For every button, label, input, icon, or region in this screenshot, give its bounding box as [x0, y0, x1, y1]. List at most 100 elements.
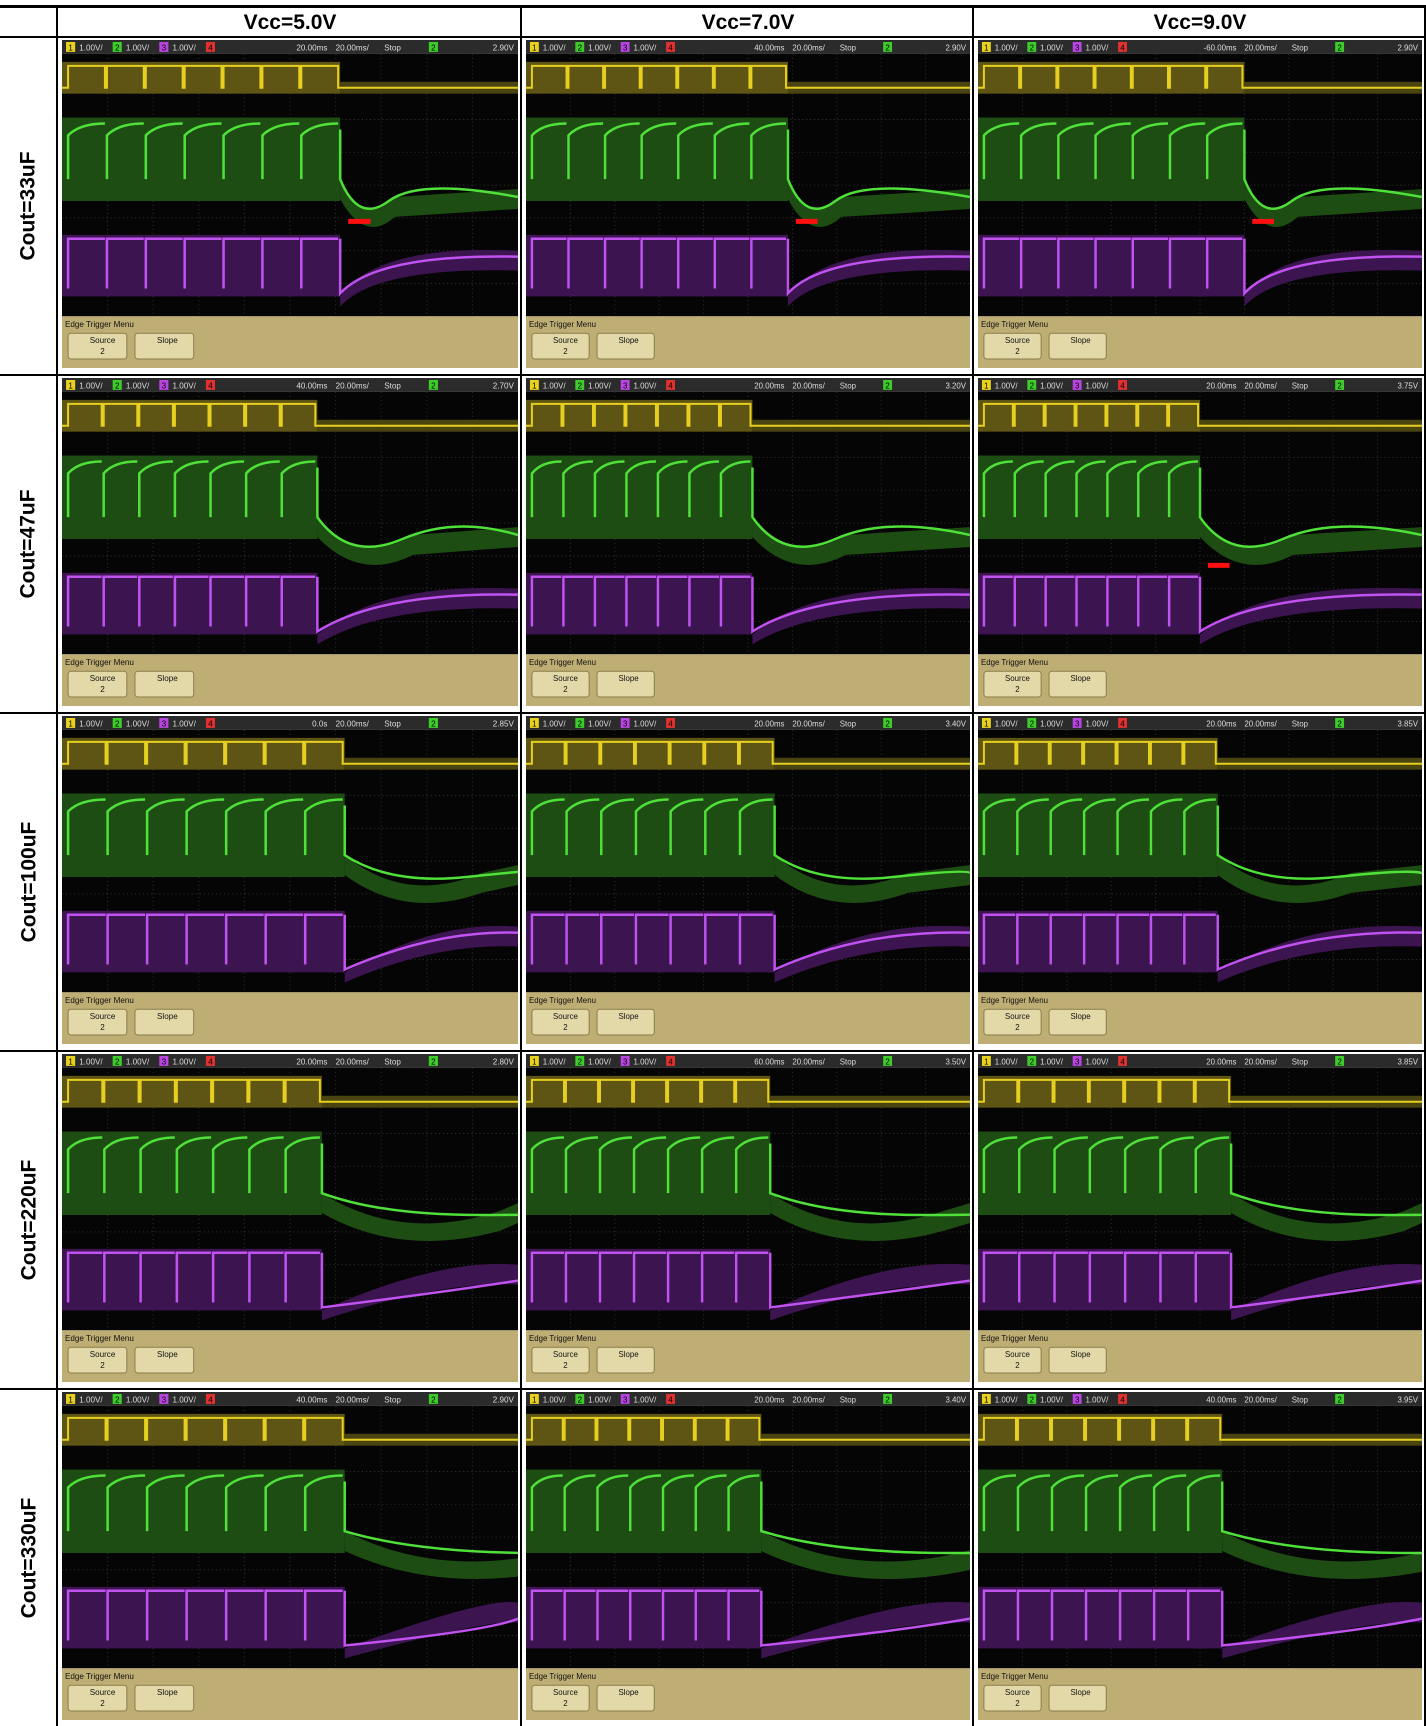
trigger-channel: 2: [1337, 43, 1341, 52]
row-header-text: Cout=220uF: [17, 1160, 41, 1281]
channel-scale: 1.00V/: [1040, 43, 1064, 52]
column-header: Vcc=7.0V: [522, 8, 974, 38]
channel-number: 2: [578, 43, 582, 52]
channel-number: 4: [668, 1395, 673, 1404]
channel-number: 3: [1075, 43, 1080, 52]
row-header: Cout=100uF: [0, 714, 58, 1050]
channel-scale: 1.00V/: [126, 720, 150, 729]
timebase: 20.00ms/: [336, 1058, 370, 1067]
channel-number: 4: [1120, 1395, 1125, 1404]
button-label: Source: [553, 674, 579, 683]
channel-number: 1: [532, 43, 537, 52]
trigger-channel: 2: [885, 43, 889, 52]
trace-band: [62, 794, 345, 877]
run-state: Stop: [840, 1395, 857, 1404]
channel-number: 4: [208, 720, 213, 729]
scope-screenshot: 11.00V/21.00V/31.00V/440.00ms20.00ms/Sto…: [62, 1392, 518, 1720]
channel-scale: 1.00V/: [588, 1395, 612, 1404]
channel-scale: 1.00V/: [1040, 1395, 1064, 1404]
trigger-level: 3.50V: [945, 1057, 966, 1066]
row-header: Cout=330uF: [0, 1390, 58, 1726]
delay: 40.00ms: [296, 1396, 327, 1405]
channel-scale: 1.00V/: [995, 1057, 1019, 1066]
trigger-channel: 2: [431, 1396, 436, 1405]
menu-title: Edge Trigger Menu: [65, 1334, 134, 1343]
row-header-text: Cout=330uF: [17, 1498, 41, 1619]
trace-band: [62, 1132, 322, 1215]
button-value: 2: [1015, 685, 1019, 694]
channel-number: 4: [668, 381, 673, 390]
trigger-channel: 2: [1337, 381, 1341, 390]
row-header: Cout=33uF: [0, 38, 58, 374]
trigger-level: 2.80V: [493, 1058, 515, 1067]
trace-band: [62, 118, 340, 201]
channel-number: 3: [162, 1396, 167, 1405]
red-marker: [1208, 563, 1230, 568]
channel-scale: 1.00V/: [126, 382, 150, 391]
timebase: 20.00ms/: [792, 381, 825, 390]
trigger-channel: 2: [1337, 719, 1341, 728]
channel-scale: 1.00V/: [634, 1057, 658, 1066]
channel-number: 3: [623, 719, 628, 728]
delay: 40.00ms: [754, 43, 784, 52]
channel-number: 2: [115, 382, 120, 391]
run-state: Stop: [384, 44, 401, 53]
menu-title: Edge Trigger Menu: [65, 320, 134, 329]
trigger-level: 3.85V: [1397, 719, 1418, 728]
delay: 20.00ms: [296, 1058, 327, 1067]
delay: -60.00ms: [1204, 43, 1237, 52]
channel-scale: 1.00V/: [588, 381, 612, 390]
channel-scale: 1.00V/: [543, 1057, 567, 1066]
trace-band: [526, 456, 752, 539]
trigger-level: 2.90V: [493, 1396, 515, 1405]
button-label: Source: [90, 1688, 116, 1697]
scope-screenshot: 11.00V/21.00V/31.00V/420.00ms20.00ms/Sto…: [526, 378, 970, 706]
trace-band: [526, 573, 752, 635]
channel-scale: 1.00V/: [1086, 1395, 1110, 1404]
row-header-text: Cout=33uF: [17, 151, 41, 260]
channel-number: 3: [162, 44, 167, 53]
delay: 0.0s: [312, 720, 327, 729]
delay: 20.00ms: [1206, 719, 1236, 728]
menu-title: Edge Trigger Menu: [981, 320, 1048, 329]
scope-screenshot: 11.00V/21.00V/31.00V/420.00ms20.00ms/Sto…: [526, 1392, 970, 1720]
channel-scale: 1.00V/: [126, 1058, 150, 1067]
menu-title: Edge Trigger Menu: [65, 658, 134, 667]
trace-band: [978, 1132, 1231, 1215]
channel-scale: 1.00V/: [1040, 1057, 1064, 1066]
trace-band: [978, 573, 1200, 635]
trigger-channel: 2: [885, 719, 889, 728]
row-rule: [0, 1388, 1426, 1390]
channel-number: 3: [623, 1057, 628, 1066]
row-rule: [0, 1050, 1426, 1052]
row-rule: [0, 374, 1426, 376]
run-state: Stop: [384, 382, 401, 391]
channel-number: 1: [532, 381, 537, 390]
button-label: Source: [1005, 1350, 1031, 1359]
run-state: Stop: [1292, 381, 1309, 390]
button-label: Source: [553, 1688, 579, 1697]
channel-number: 2: [1030, 1057, 1034, 1066]
button-label: Source: [90, 336, 116, 345]
trigger-level: 2.90V: [493, 44, 515, 53]
red-marker: [348, 219, 370, 224]
channel-scale: 1.00V/: [588, 43, 612, 52]
button-label: Slope: [619, 1350, 640, 1359]
trigger-level: 2.90V: [1397, 43, 1418, 52]
trace-band: [978, 235, 1244, 297]
row-header-text: Cout=47uF: [17, 489, 41, 598]
trace-band: [526, 118, 788, 201]
timebase: 20.00ms/: [336, 720, 370, 729]
trigger-level: 2.85V: [493, 720, 515, 729]
delay: 20.00ms: [1206, 381, 1236, 390]
channel-number: 2: [578, 719, 582, 728]
scope-screenshot: 11.00V/21.00V/31.00V/4-60.00ms20.00ms/St…: [978, 40, 1422, 368]
scope-screenshot: 11.00V/21.00V/31.00V/440.00ms20.00ms/Sto…: [62, 378, 518, 706]
timebase: 20.00ms/: [792, 719, 825, 728]
trigger-level: 3.40V: [945, 719, 966, 728]
channel-scale: 1.00V/: [543, 1395, 567, 1404]
delay: 40.00ms: [1206, 1395, 1236, 1404]
trigger-level: 3.95V: [1397, 1395, 1418, 1404]
run-state: Stop: [840, 1057, 857, 1066]
